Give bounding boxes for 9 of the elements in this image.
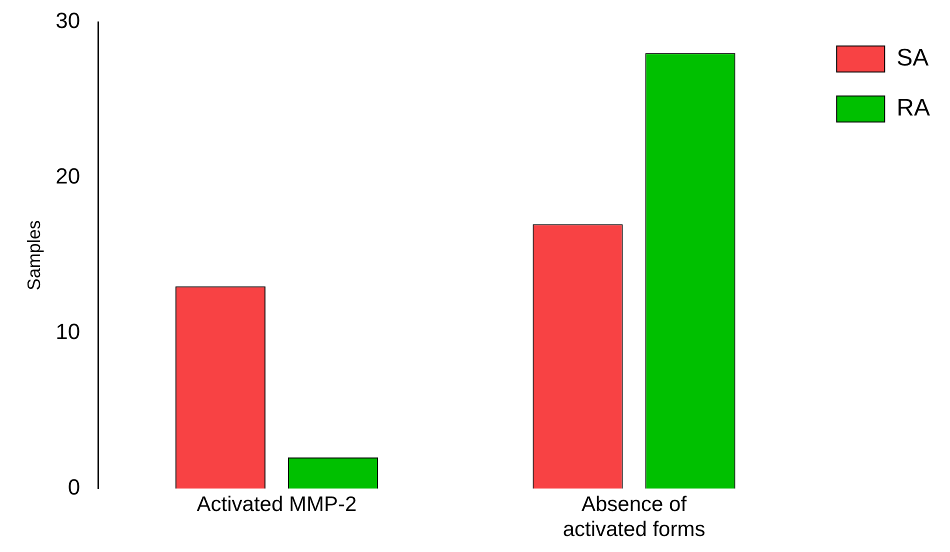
x-tick-label: Activated MMP-2 (196, 492, 357, 516)
y-tick-label: 30 (56, 8, 80, 34)
y-axis-title: Samples (24, 220, 44, 290)
legend-label: RA (896, 94, 930, 122)
y-tick-label: 20 (56, 164, 80, 189)
y-tick-label: 10 (56, 319, 80, 344)
x-tick-label: Absence of activated forms (562, 492, 706, 542)
legend-label: SA (896, 44, 929, 72)
y-tick-label: 0 (68, 474, 80, 500)
